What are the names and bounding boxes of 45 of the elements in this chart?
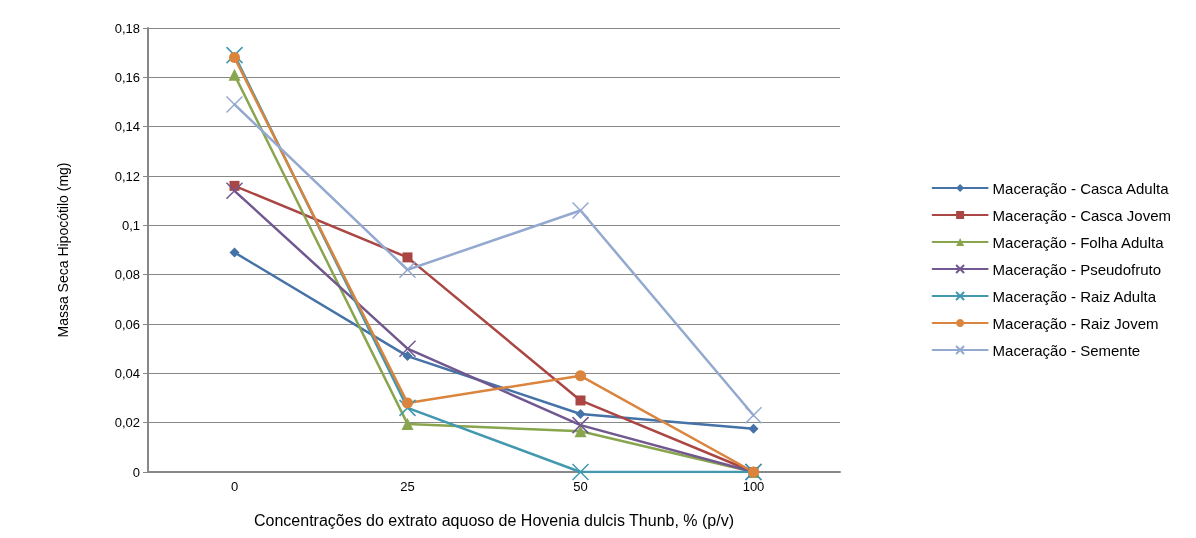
x-tick-label: 100 [742, 479, 765, 494]
y-tick-label: 0,02 [114, 415, 140, 431]
point [571, 416, 590, 434]
y-tick-label: 0 [132, 464, 140, 480]
point [748, 423, 759, 434]
y-tick-label: 0,16 [114, 69, 140, 85]
point [225, 95, 244, 114]
point [402, 252, 413, 263]
point [402, 397, 413, 409]
point [402, 351, 413, 362]
point [401, 417, 414, 430]
point [575, 409, 586, 420]
point [225, 182, 244, 200]
legend-label: Maceração - Pseudofruto [992, 260, 1162, 278]
y-tick-label: 0,06 [114, 316, 140, 332]
point [398, 260, 417, 279]
y-tick-label: 0,1 [121, 217, 140, 233]
legend-label: Maceração - Casca Jovem [992, 206, 1172, 224]
legend-label: Maceração - Raiz Adulta [992, 287, 1157, 305]
point [398, 399, 417, 417]
point [744, 406, 763, 425]
y-tick-label: 0,12 [114, 168, 140, 184]
y-axis-title: Massa Seca Hipocótilo (mg) [55, 162, 71, 338]
point [575, 395, 586, 406]
point [571, 201, 590, 220]
y-tick-label: 0,08 [114, 267, 140, 283]
point [575, 370, 586, 382]
legend-label: Maceração - Semente [992, 341, 1141, 359]
point [225, 46, 244, 64]
legend-label: Maceração - Folha Adulta [992, 233, 1165, 251]
y-tick-label: 0,04 [114, 365, 140, 381]
point [574, 425, 587, 438]
x-axis-title: Concentrações do extrato aquoso de Hovenia dulcis Thunb, % (p/v) [254, 511, 734, 529]
point [571, 463, 590, 481]
legend-label: Maceração - Raiz Jovem [992, 314, 1159, 332]
point [228, 68, 241, 81]
x-tick-label: 25 [400, 479, 415, 494]
y-tick-label: 0,14 [114, 119, 140, 135]
y-tick-label: 0,18 [114, 20, 140, 36]
x-tick-label: 0 [230, 479, 239, 494]
point [229, 247, 240, 258]
legend-label: Maceração - Casca Adulta [992, 179, 1170, 197]
point [229, 52, 240, 64]
point [398, 339, 417, 358]
x-tick-label: 50 [573, 479, 588, 494]
